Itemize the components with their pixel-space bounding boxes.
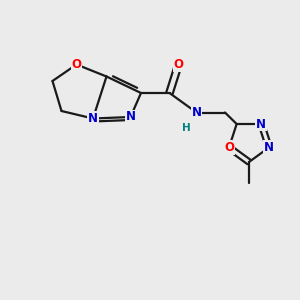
Text: O: O [173,58,184,71]
Text: H: H [182,123,190,133]
Text: N: N [264,141,274,154]
Text: N: N [191,106,202,119]
Text: O: O [224,141,234,154]
Text: O: O [71,58,82,71]
Text: N: N [88,112,98,125]
Text: N: N [256,118,266,130]
Text: N: N [125,110,136,124]
